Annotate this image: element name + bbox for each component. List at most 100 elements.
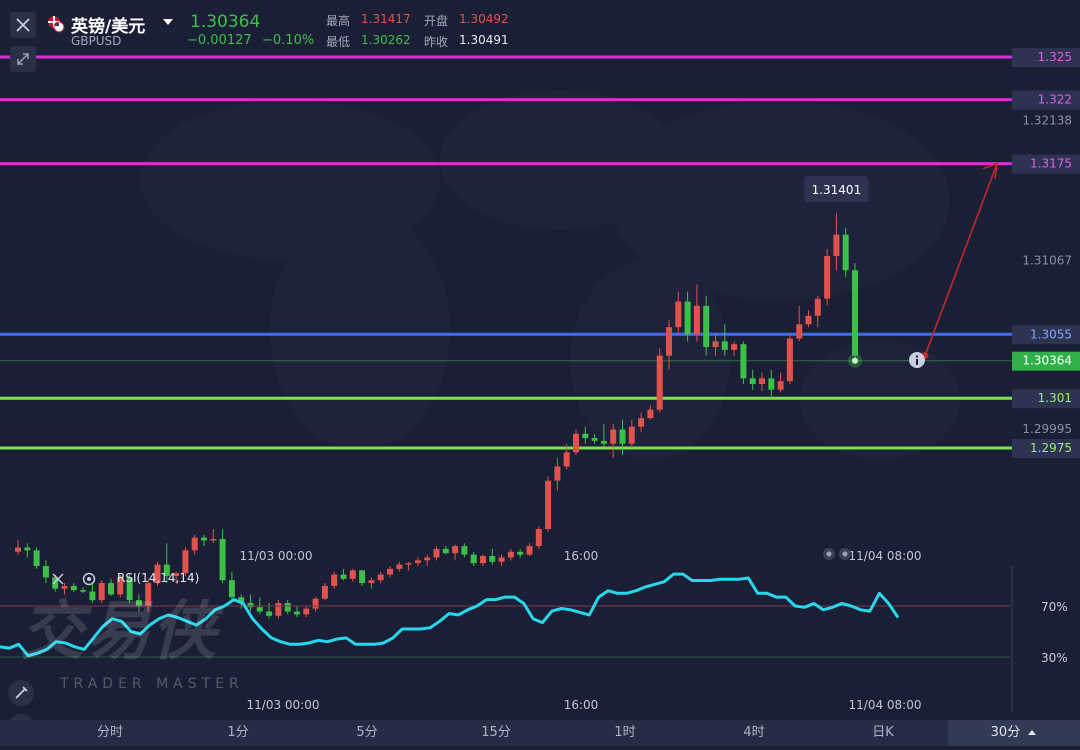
- candle-body: [182, 550, 189, 574]
- candle: [228, 571, 235, 602]
- info-button[interactable]: [909, 352, 925, 368]
- candle-body: [210, 538, 217, 541]
- candle-body: [573, 433, 579, 453]
- candle-body: [666, 327, 672, 356]
- rsi-time-label: 11/04 08:00: [849, 698, 922, 712]
- candle: [554, 457, 561, 491]
- candle-body: [340, 574, 347, 579]
- tab-30m[interactable]: 30分: [948, 720, 1080, 746]
- candle-body: [275, 602, 282, 616]
- arrow-shaft: [924, 163, 998, 356]
- candle: [535, 526, 542, 549]
- candle-body: [70, 585, 77, 591]
- candle-body: [321, 585, 328, 599]
- tab-4h[interactable]: 4时: [743, 725, 765, 740]
- candle-body: [61, 585, 68, 589]
- candle-body: [359, 570, 366, 584]
- candle-body: [368, 580, 375, 584]
- candle-body: [219, 538, 226, 581]
- symbol-code: GBPUSD: [71, 34, 122, 48]
- price-label: 1.322: [1038, 93, 1072, 107]
- candle: [396, 561, 403, 572]
- candle-body: [135, 600, 142, 606]
- horizontal-levels: [0, 55, 1012, 450]
- candle: [303, 605, 310, 618]
- price-label: 1.3175: [1030, 157, 1072, 171]
- candle: [805, 310, 812, 328]
- candle-body: [303, 608, 310, 615]
- candle-body: [424, 557, 431, 561]
- caret-down-icon[interactable]: [162, 17, 174, 27]
- close-button[interactable]: [10, 12, 36, 38]
- candle-body: [442, 548, 449, 554]
- tab-5m[interactable]: 5分: [356, 725, 378, 740]
- time-label: 16:00: [564, 549, 599, 563]
- candle: [498, 554, 505, 567]
- candle-body: [842, 234, 849, 271]
- candle: [433, 546, 440, 561]
- candle: [573, 429, 579, 456]
- candle: [693, 284, 700, 342]
- candle: [52, 574, 59, 592]
- tab-fenshi[interactable]: 分时: [96, 725, 123, 740]
- candle: [414, 557, 421, 567]
- price-tag-bg: [1012, 90, 1080, 110]
- candle: [117, 574, 124, 598]
- candle: [517, 548, 524, 558]
- candle-body: [24, 547, 31, 551]
- candle-body: [480, 556, 486, 564]
- tab-daily[interactable]: 日K: [872, 725, 894, 740]
- candle-body: [805, 315, 812, 325]
- candle: [833, 213, 840, 271]
- peak-tooltip-label: 1.31401: [812, 183, 862, 197]
- rsi-path: [0, 572, 900, 658]
- info-icon: [916, 355, 918, 365]
- tab-1m[interactable]: 1分: [227, 725, 249, 740]
- candle: [247, 594, 254, 612]
- candle: [98, 580, 105, 603]
- candle-body: [703, 305, 710, 348]
- candle-body: [600, 440, 607, 444]
- high-value: 1.31417: [361, 12, 411, 26]
- last-price-dot: [852, 357, 858, 364]
- price-label: 1.2975: [1030, 441, 1072, 455]
- candle: [666, 320, 672, 370]
- candle: [489, 548, 496, 565]
- candle: [191, 534, 198, 555]
- candle: [33, 547, 40, 569]
- candle-body: [684, 301, 691, 335]
- expand-button[interactable]: [10, 46, 36, 72]
- candle-body: [628, 426, 635, 444]
- candle: [219, 529, 226, 584]
- pair-name[interactable]: 英镑/美元: [71, 17, 146, 37]
- tab-1h[interactable]: 1时: [614, 725, 636, 740]
- candle-body: [42, 566, 49, 578]
- tab-15m[interactable]: 15分: [481, 725, 511, 740]
- candle: [777, 372, 784, 393]
- candle-body: [526, 546, 533, 555]
- rsi-label: RSI(14,14,14): [117, 571, 200, 585]
- price-label: 1.32138: [1022, 113, 1072, 127]
- candle: [321, 583, 328, 601]
- candle-body: [517, 551, 524, 555]
- gear-icon[interactable]: [81, 571, 97, 587]
- candle-body: [377, 574, 384, 581]
- time-label: 11/03 00:00: [240, 549, 313, 563]
- candle-body: [396, 564, 403, 569]
- candle: [405, 561, 412, 571]
- candle-body: [452, 546, 459, 554]
- candle: [842, 227, 849, 278]
- candle: [824, 248, 831, 306]
- candle-body: [414, 560, 421, 564]
- candle-body: [563, 452, 570, 467]
- tab-30m-label: 30分: [990, 725, 1021, 740]
- draw-tool-button[interactable]: [8, 680, 34, 706]
- candle-body: [749, 378, 756, 385]
- candle-body: [619, 429, 626, 444]
- candle-body: [461, 546, 468, 555]
- rsi-panel: [0, 566, 1013, 712]
- candle-body: [201, 537, 207, 541]
- close-indicator-icon[interactable]: [50, 571, 66, 587]
